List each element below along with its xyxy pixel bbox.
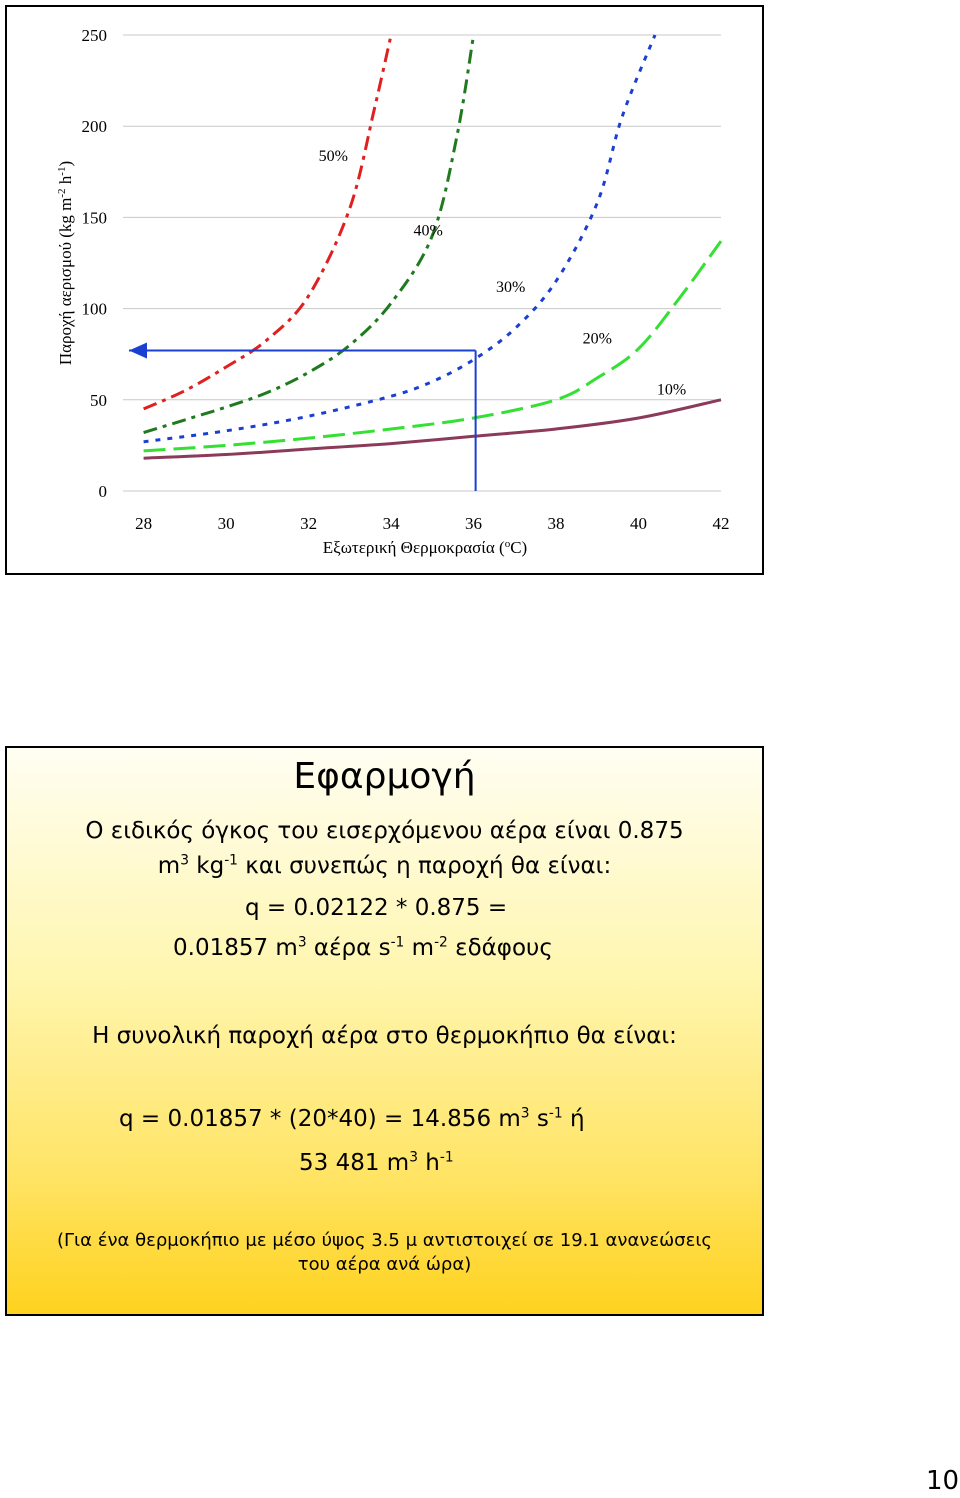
y-tick-label: 0: [99, 482, 108, 501]
series-annotation-label: 30%: [496, 279, 525, 296]
series-annotations: 50% 40% 30% 20% 10%: [319, 148, 687, 398]
series-lines: [143, 34, 723, 460]
y-tick-label: 200: [82, 117, 108, 136]
series-annotation-label: 20%: [583, 330, 612, 347]
text-line-4: 0.01857 m3 αέρα s-1 m-2 εδάφους: [173, 934, 553, 961]
series-annotation-label: 50%: [319, 148, 348, 165]
chart-slide: 0 50 100 150 200 250 28 30 32 34 36 38 40 42 50% 40% 30…: [5, 5, 764, 575]
series-annotation-label: 40%: [414, 223, 443, 240]
series-line-10pct: [143, 398, 722, 460]
reference-lines: [129, 342, 477, 491]
text-line-7: 53 481 m3 h-1: [299, 1149, 454, 1176]
x-tick-label: 34: [383, 514, 401, 533]
x-tick-label: 38: [548, 514, 565, 533]
text-line-2: m3 kg-1 και συνεπώς η παροχή θα είναι:: [157, 852, 612, 879]
x-axis-label: Εξωτερική Θερμοκρασία (oC): [323, 538, 527, 557]
series-line-50pct: [143, 34, 393, 411]
tick-labels: 0 50 100 150 200 250 28 30 32 34 36 38 40 42: [82, 26, 730, 533]
x-tick-label: 42: [713, 514, 730, 533]
y-tick-label: 150: [82, 208, 108, 227]
text-line-3: q = 0.02122 * 0.875 =: [245, 895, 508, 921]
x-tick-label: 40: [630, 514, 647, 533]
y-tick-label: 100: [82, 300, 108, 319]
x-tick-label: 36: [465, 514, 482, 533]
series-line-20pct: [143, 240, 723, 453]
y-axis-label: Παροχή αερισμού (kg m-2 h-1): [56, 161, 75, 365]
series-line-40pct: [143, 34, 476, 435]
slide-title: Εφαρμογή: [293, 756, 476, 797]
grid-lines: [123, 34, 721, 492]
text-line-6: q = 0.01857 * (20*40) = 14.856 m3 s-1 ή: [119, 1105, 585, 1132]
ventilation-chart: 0 50 100 150 200 250 28 30 32 34 36 38 40 42 50% 40% 30…: [56, 26, 730, 557]
text-line-1: Ο ειδικός όγκος του εισερχόμενου αέρα εί…: [85, 818, 684, 844]
page-number: 10: [926, 1466, 960, 1496]
x-tick-label: 30: [218, 514, 235, 533]
text-line-5: Η συνολική παροχή αέρα στο θερμοκήπιο θα…: [92, 1023, 677, 1049]
text-line-9: του αέρα ανά ώρα): [297, 1254, 472, 1275]
text-line-8: (Για ένα θερμοκήπιο με μέσο ύψος 3.5 μ α…: [57, 1230, 712, 1251]
series-line-30pct: [143, 34, 657, 444]
y-tick-label: 50: [90, 391, 107, 410]
application-slide: Εφαρμογή Ο ειδικός όγκος του εισερχόμενο…: [5, 746, 764, 1316]
y-tick-label: 250: [82, 26, 108, 45]
x-tick-label: 28: [135, 514, 152, 533]
series-annotation-label: 10%: [657, 381, 686, 398]
x-tick-label: 32: [300, 514, 317, 533]
